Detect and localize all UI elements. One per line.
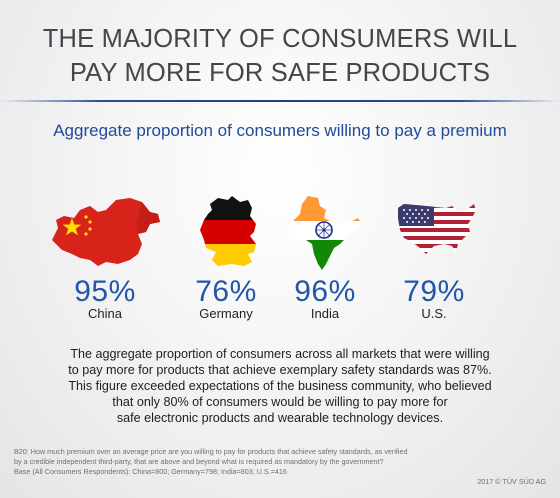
china-percent: 95% xyxy=(74,275,136,308)
footnote-line: by a credible independent third-party, t… xyxy=(14,457,384,466)
germany-map xyxy=(171,196,291,268)
copyright: 2017 © TÜV SÜD AG xyxy=(477,477,546,486)
india-percent: 96% xyxy=(294,275,356,308)
usa-flag-map-icon xyxy=(398,204,476,254)
india-flag-map-icon xyxy=(288,196,362,270)
usa-label: U.S. xyxy=(421,306,447,321)
germany-percent: 76% xyxy=(195,275,257,308)
footnote-line: B20: How much premium over an average pr… xyxy=(14,447,408,456)
summary-paragraph: The aggregate proportion of consumers ac… xyxy=(0,346,560,426)
india-label: India xyxy=(310,306,340,321)
usa-map xyxy=(377,196,497,268)
india-map xyxy=(264,196,384,272)
summary-line: The aggregate proportion of consumers ac… xyxy=(70,347,490,361)
china-label: China xyxy=(88,306,122,321)
page-title: THE MAJORITY OF CONSUMERS WILL PAY MORE … xyxy=(0,22,560,90)
title-divider xyxy=(0,100,560,102)
summary-line: safe electronic products and wearable te… xyxy=(116,411,444,425)
summary-line: that only 80% of consumers would be will… xyxy=(112,395,448,409)
germany-flag-map-icon xyxy=(200,196,256,266)
survey-footnote: B20: How much premium over an average pr… xyxy=(14,447,434,477)
subtitle: Aggregate proportion of consumers willin… xyxy=(53,121,507,140)
china-flag-map-icon xyxy=(52,198,160,266)
china-map xyxy=(45,196,165,268)
title-line-1: THE MAJORITY OF CONSUMERS WILL xyxy=(42,25,518,53)
germany-label: Germany xyxy=(199,306,253,321)
summary-line: This figure exceeded expectations of the… xyxy=(68,379,492,393)
footnote-line: Base (All Consumers Respondents): China=… xyxy=(14,467,287,476)
usa-percent: 79% xyxy=(403,275,465,308)
summary-line: to pay more for products that achieve ex… xyxy=(68,363,492,377)
title-line-2: PAY MORE FOR SAFE PRODUCTS xyxy=(69,59,491,87)
